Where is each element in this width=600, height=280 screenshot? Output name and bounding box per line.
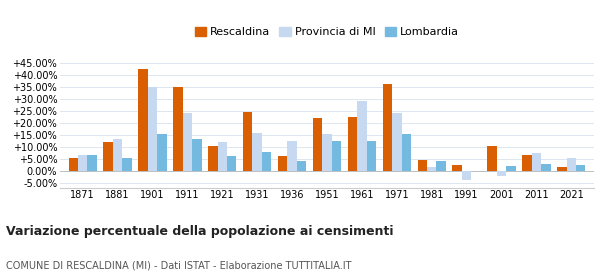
Bar	[157, 134, 167, 171]
Bar	[218, 142, 227, 171]
Bar	[88, 155, 97, 171]
Text: COMUNE DI RESCALDINA (MI) - Dati ISTAT - Elaborazione TUTTITALIA.IT: COMUNE DI RESCALDINA (MI) - Dati ISTAT -…	[6, 260, 352, 270]
Bar	[367, 141, 376, 171]
Bar	[139, 69, 148, 171]
Bar	[566, 158, 576, 171]
Bar	[322, 134, 332, 171]
Bar	[452, 165, 462, 171]
Bar	[418, 160, 427, 171]
Bar	[522, 155, 532, 171]
Bar	[332, 141, 341, 171]
Bar	[557, 167, 566, 171]
Bar	[541, 164, 551, 171]
Bar	[113, 139, 122, 171]
Bar	[313, 118, 322, 171]
Bar	[227, 157, 236, 171]
Bar	[68, 158, 78, 171]
Bar	[401, 134, 411, 171]
Bar	[392, 113, 401, 171]
Text: Variazione percentuale della popolazione ai censimenti: Variazione percentuale della popolazione…	[6, 225, 394, 238]
Bar	[173, 87, 182, 171]
Bar	[122, 158, 132, 171]
Bar	[497, 171, 506, 176]
Bar	[208, 146, 218, 171]
Bar	[78, 155, 88, 171]
Legend: Rescaldina, Provincia di MI, Lombardia: Rescaldina, Provincia di MI, Lombardia	[193, 25, 461, 39]
Bar	[427, 167, 436, 171]
Bar	[487, 146, 497, 171]
Bar	[383, 83, 392, 171]
Bar	[462, 171, 472, 180]
Bar	[532, 153, 541, 171]
Bar	[253, 132, 262, 171]
Bar	[357, 101, 367, 171]
Bar	[297, 161, 306, 171]
Bar	[192, 139, 202, 171]
Bar	[278, 157, 287, 171]
Bar	[103, 142, 113, 171]
Bar	[348, 117, 357, 171]
Bar	[287, 141, 297, 171]
Bar	[506, 166, 515, 171]
Bar	[576, 165, 586, 171]
Bar	[148, 87, 157, 171]
Bar	[243, 112, 253, 171]
Bar	[182, 113, 192, 171]
Bar	[262, 152, 271, 171]
Bar	[436, 161, 446, 171]
